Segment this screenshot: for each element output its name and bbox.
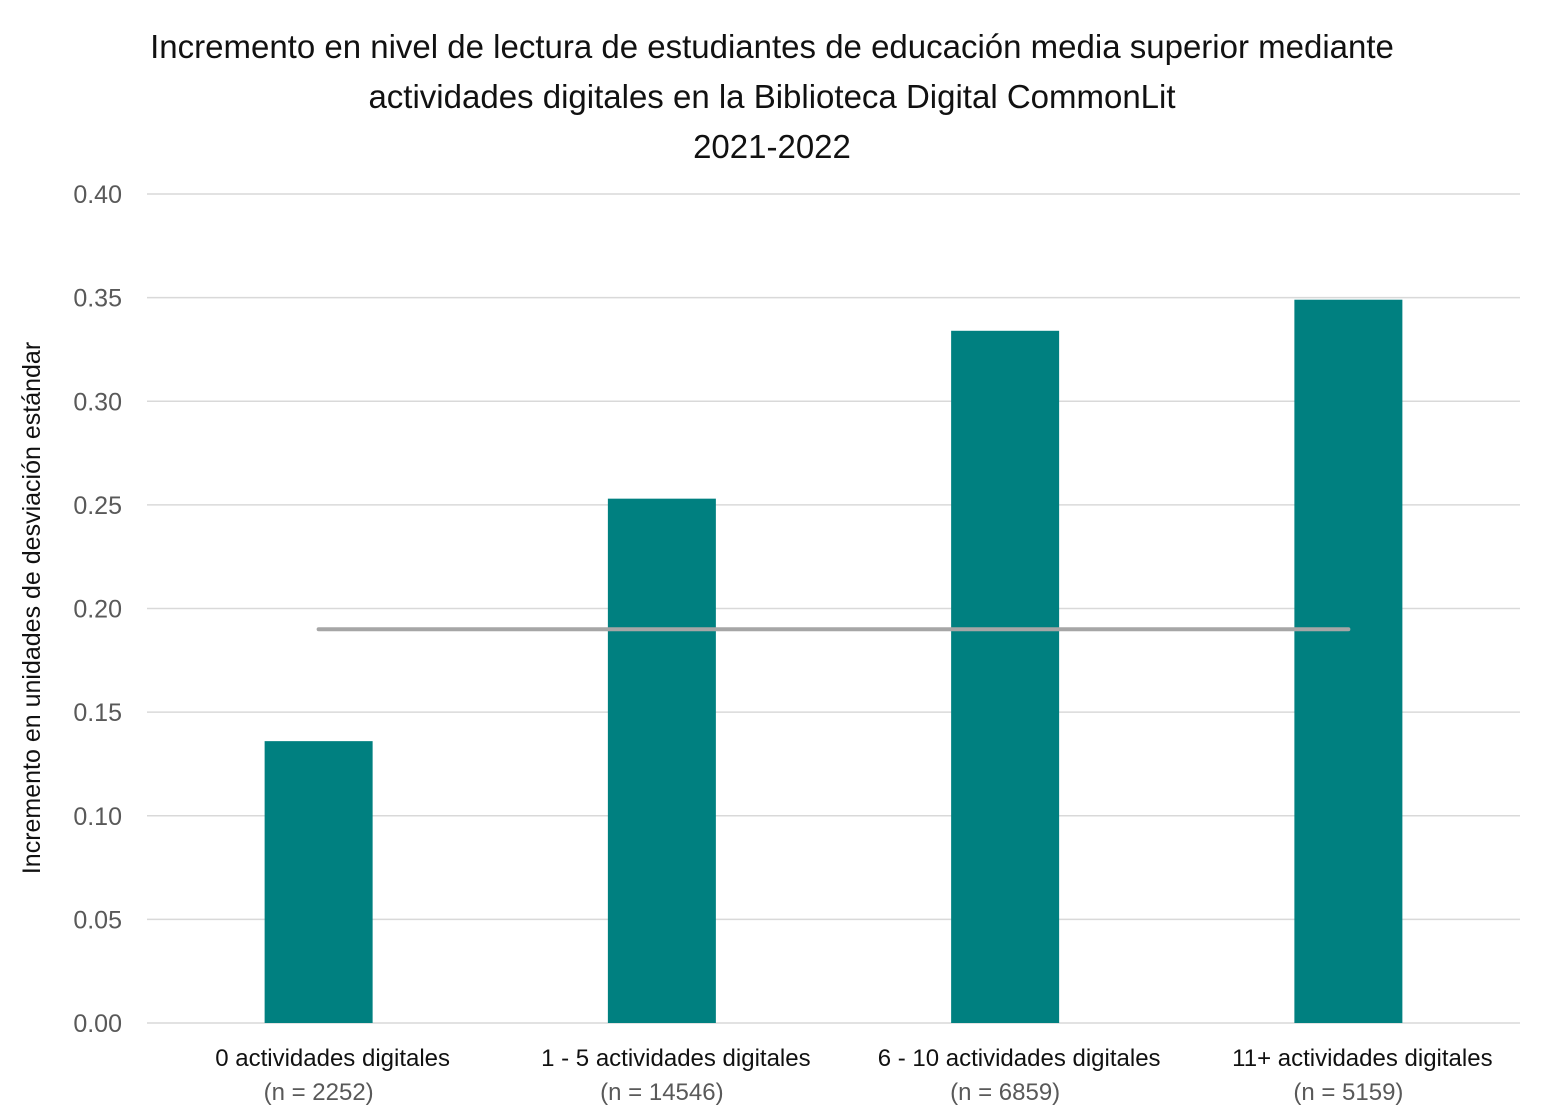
y-tick-label: 0.25 bbox=[73, 492, 122, 520]
gridlines bbox=[147, 193, 1520, 1024]
y-tick-label: 0.10 bbox=[73, 803, 122, 831]
x-tick-sample-size: (n = 2252) bbox=[264, 1079, 374, 1106]
chart-title-line-1: Incremento en nivel de lectura de estudi… bbox=[150, 28, 1394, 65]
bar bbox=[951, 330, 1060, 1023]
x-tick-labels: 0 actividades digitales (n = 2252) 1 - 5 a… bbox=[215, 1045, 1492, 1106]
bar bbox=[607, 498, 716, 1024]
x-tick-label: 1 - 5 actividades digitales bbox=[541, 1045, 810, 1072]
y-tick-label: 0.20 bbox=[73, 596, 122, 624]
bar bbox=[264, 741, 373, 1023]
y-tick-label: 0.15 bbox=[73, 699, 122, 727]
x-tick-label: 11+ actividades digitales bbox=[1232, 1045, 1492, 1072]
y-tick-labels: 0.00 0.05 0.10 0.15 0.20 0.25 0.30 0.35 0.40 bbox=[73, 181, 122, 1038]
y-tick-label: 0.35 bbox=[73, 285, 122, 313]
y-tick-label: 0.40 bbox=[73, 181, 122, 209]
chart-title-line-2: actividades digitales en la Biblioteca D… bbox=[368, 78, 1175, 115]
x-tick-sample-size: (n = 5159) bbox=[1293, 1079, 1403, 1106]
chart-title: Incremento en nivel de lectura de estudi… bbox=[150, 28, 1394, 165]
x-tick-sample-size: (n = 14546) bbox=[600, 1079, 723, 1106]
chart-title-line-3: 2021-2022 bbox=[693, 128, 851, 165]
bars bbox=[264, 299, 1403, 1024]
y-tick-label: 0.30 bbox=[73, 388, 122, 416]
y-tick-label: 0.00 bbox=[73, 1010, 122, 1038]
bar bbox=[1294, 299, 1403, 1023]
y-axis-label: Incremento en unidades de desviación est… bbox=[18, 342, 46, 874]
x-tick-sample-size: (n = 6859) bbox=[950, 1079, 1060, 1106]
y-tick-label: 0.05 bbox=[73, 906, 122, 934]
x-tick-label: 0 actividades digitales bbox=[215, 1045, 450, 1072]
x-tick-label: 6 - 10 actividades digitales bbox=[878, 1045, 1161, 1072]
